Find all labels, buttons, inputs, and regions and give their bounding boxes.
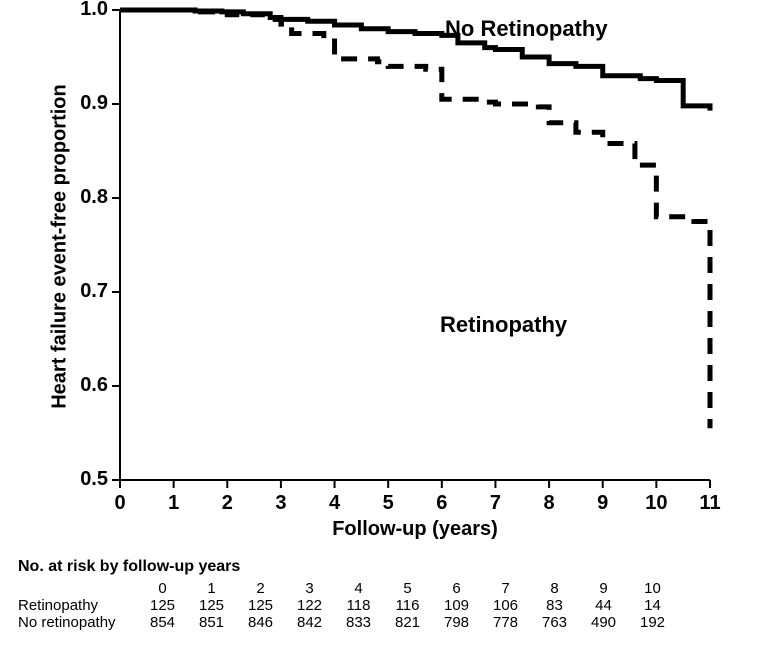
risk-cell: 842	[285, 614, 334, 631]
risk-cell: 851	[187, 614, 236, 631]
risk-cell: 109	[432, 597, 481, 614]
y-tick-label: 0.5	[58, 468, 108, 491]
risk-year-cell: 1	[187, 580, 236, 597]
risk-year-cell: 10	[628, 580, 677, 597]
risk-row-label: No retinopathy	[18, 614, 138, 631]
risk-cell: 125	[187, 597, 236, 614]
risk-table-header: 012345678910	[18, 580, 677, 597]
risk-cell: 854	[138, 614, 187, 631]
risk-cell: 763	[530, 614, 579, 631]
risk-year-cell: 8	[530, 580, 579, 597]
risk-cell: 116	[383, 597, 432, 614]
x-tick-label: 6	[427, 492, 457, 515]
risk-cell: 833	[334, 614, 383, 631]
label-no-retinopathy: No Retinopathy	[445, 16, 608, 42]
y-tick-label: 1.0	[58, 0, 108, 21]
x-tick-label: 10	[641, 492, 671, 515]
risk-cell: 125	[236, 597, 285, 614]
y-tick-label: 0.6	[58, 374, 108, 397]
y-tick-label: 0.8	[58, 186, 108, 209]
label-retinopathy: Retinopathy	[440, 312, 567, 338]
risk-cell: 106	[481, 597, 530, 614]
risk-row-label: Retinopathy	[18, 597, 138, 614]
risk-table-row: Retinopathy12512512512211811610910683441…	[18, 597, 677, 614]
risk-cell: 778	[481, 614, 530, 631]
risk-year-cell: 5	[383, 580, 432, 597]
x-tick-label: 3	[266, 492, 296, 515]
risk-year-cell: 2	[236, 580, 285, 597]
risk-year-cell: 0	[138, 580, 187, 597]
risk-year-cell: 6	[432, 580, 481, 597]
risk-year-cell: 4	[334, 580, 383, 597]
risk-cell: 798	[432, 614, 481, 631]
risk-cell: 490	[579, 614, 628, 631]
series-no-retinopathy	[120, 10, 710, 111]
risk-year-cell: 7	[481, 580, 530, 597]
risk-table-title: No. at risk by follow-up years	[18, 558, 677, 576]
risk-year-cell: 3	[285, 580, 334, 597]
x-tick-label: 1	[159, 492, 189, 515]
series-retinopathy	[120, 10, 710, 428]
risk-cell: 821	[383, 614, 432, 631]
risk-table: No. at risk by follow-up years 0123456789…	[18, 558, 677, 631]
risk-table-row: No retinopathy85485184684283382179877876…	[18, 614, 677, 631]
x-tick-label: 11	[695, 492, 725, 515]
x-tick-label: 8	[534, 492, 564, 515]
risk-cell: 14	[628, 597, 677, 614]
figure-root: Heart failure event-free proportion Foll…	[0, 0, 763, 672]
x-tick-label: 7	[480, 492, 510, 515]
risk-cell: 125	[138, 597, 187, 614]
x-ticks	[120, 480, 710, 488]
y-tick-label: 0.9	[58, 92, 108, 115]
x-tick-label: 4	[320, 492, 350, 515]
risk-cell: 192	[628, 614, 677, 631]
x-tick-label: 5	[373, 492, 403, 515]
x-tick-label: 2	[212, 492, 242, 515]
plot-area	[60, 0, 760, 560]
risk-cell: 44	[579, 597, 628, 614]
y-tick-label: 0.7	[58, 280, 108, 303]
x-tick-label: 9	[588, 492, 618, 515]
axes	[120, 10, 710, 480]
risk-cell: 122	[285, 597, 334, 614]
x-tick-label: 0	[105, 492, 135, 515]
risk-cell: 846	[236, 614, 285, 631]
risk-year-cell: 9	[579, 580, 628, 597]
risk-cell: 83	[530, 597, 579, 614]
risk-cell: 118	[334, 597, 383, 614]
y-ticks	[112, 10, 120, 480]
